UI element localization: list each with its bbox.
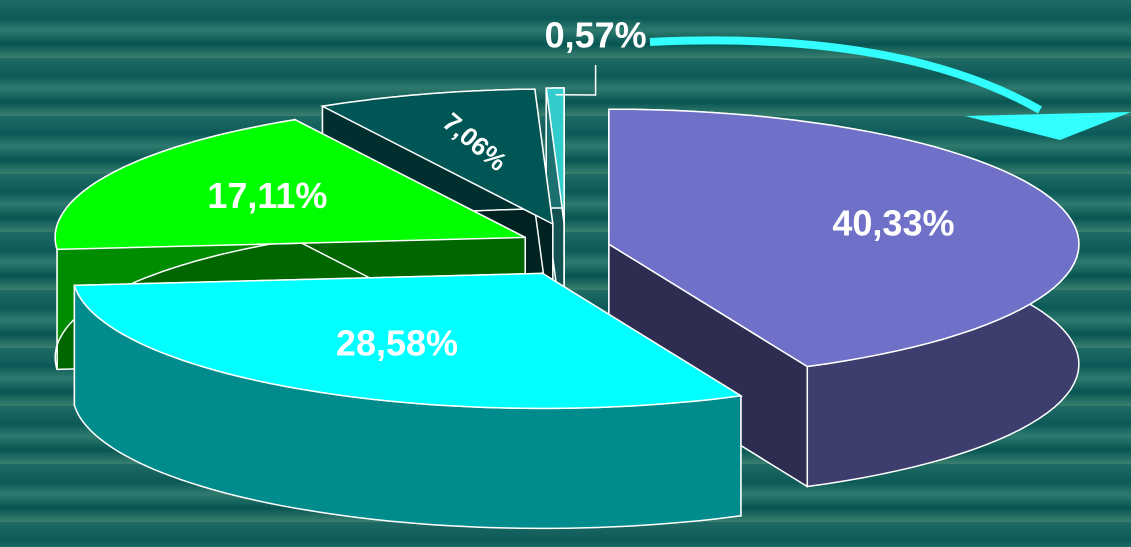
slice-top	[545, 87, 565, 224]
slice-top	[73, 272, 744, 410]
data-label: 17,11%	[207, 175, 327, 216]
arrow-head	[965, 112, 1131, 140]
slice	[73, 272, 744, 530]
data-label: 0,57%	[545, 15, 647, 56]
arrow-curve	[649, 36, 1042, 114]
slice-top	[54, 118, 526, 251]
slice-top	[320, 88, 554, 226]
data-label: 40,33%	[832, 203, 954, 244]
data-label: 28,58%	[336, 322, 458, 363]
slice	[545, 87, 565, 344]
leader-line	[555, 65, 597, 96]
slice	[608, 108, 1080, 488]
slice-top	[608, 108, 1080, 368]
